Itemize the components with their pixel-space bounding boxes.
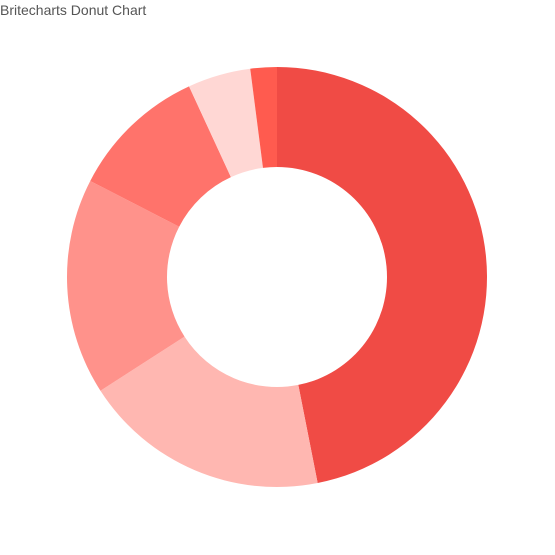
donut-slice-1[interactable] — [277, 67, 488, 484]
donut-slice-4[interactable] — [90, 86, 231, 227]
chart-title: Britecharts Donut Chart — [0, 2, 147, 18]
donut-slice-3[interactable] — [67, 180, 185, 391]
donut-slice-5[interactable] — [189, 68, 263, 178]
donut-slices — [67, 67, 488, 487]
donut-slice-2[interactable] — [100, 336, 318, 487]
donut-slice-6[interactable] — [250, 67, 277, 168]
